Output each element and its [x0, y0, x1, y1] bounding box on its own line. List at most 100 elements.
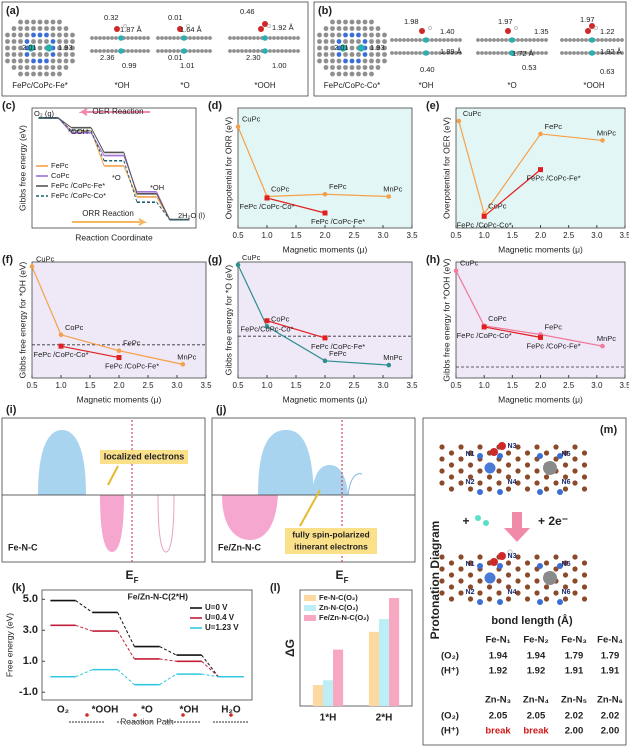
series-line [237, 264, 389, 366]
atom [336, 32, 342, 38]
atom [218, 720, 222, 724]
connector [201, 660, 219, 678]
x-axis-label: Magnetic moments (μ) [498, 394, 583, 404]
atom [362, 71, 368, 77]
cell: 2.02 [565, 711, 584, 722]
atom [524, 474, 531, 480]
atom [600, 38, 604, 42]
atom [520, 38, 524, 42]
bond-value: 0.63 [600, 67, 615, 76]
atom [140, 720, 144, 724]
fermi-sub: F [134, 576, 139, 585]
row-header: (O₂) [441, 651, 459, 662]
atom [31, 26, 36, 31]
atom [221, 720, 225, 724]
atom [564, 38, 568, 42]
atom [116, 720, 120, 724]
atom [296, 49, 300, 53]
atom [323, 58, 329, 64]
atom [616, 51, 620, 55]
atom [336, 71, 342, 77]
cell: 2.02 [601, 711, 620, 722]
atom [442, 38, 446, 42]
atom [576, 38, 580, 42]
atom [382, 52, 387, 57]
hydrogen-atom [122, 23, 128, 29]
adsorbate-atom [133, 713, 137, 717]
atom [272, 49, 276, 53]
atom [31, 32, 36, 38]
bond-value: 2.01 [334, 43, 349, 52]
atom [172, 36, 176, 40]
atom [500, 51, 504, 55]
hydrogen-atom [185, 23, 191, 29]
point-label: CoPc [488, 314, 507, 323]
atom [375, 52, 381, 57]
cell: 2.00 [601, 726, 620, 737]
bond-value: 1.93 [58, 43, 73, 52]
bar [368, 631, 379, 706]
bond-value: 1.89 Å [440, 47, 462, 56]
atom [330, 58, 335, 64]
bond-value: 1.22 [600, 27, 615, 36]
atom [616, 38, 620, 42]
atom [57, 71, 62, 77]
panel-j-frame [211, 417, 416, 563]
arrow [107, 465, 119, 486]
point-label: FePc [545, 122, 563, 131]
atom [57, 26, 62, 31]
marker [386, 194, 392, 199]
atom [620, 51, 624, 55]
atom [37, 58, 43, 64]
bar [333, 649, 344, 706]
atom [57, 58, 62, 64]
atom [528, 51, 532, 55]
panel-label: (a) [6, 5, 20, 17]
x-tick-label: *OOH [92, 705, 119, 716]
atom [477, 480, 483, 486]
adsorbate-atom [177, 26, 183, 32]
panel-label: (e) [426, 100, 440, 112]
atom [496, 51, 500, 55]
bar [312, 685, 323, 706]
atom [146, 36, 150, 40]
oxygen-atom [490, 558, 498, 566]
x-axis-label: Magnetic moments (μ) [283, 244, 368, 254]
atom [164, 720, 168, 724]
atom [236, 36, 240, 40]
atom [343, 19, 348, 25]
atom [446, 51, 450, 55]
atom [18, 26, 23, 31]
bond-value: 1.01 [180, 61, 195, 70]
atom [369, 19, 374, 25]
panel-label: (k) [12, 582, 26, 594]
atom [323, 65, 329, 70]
atom [37, 65, 43, 70]
marker [538, 131, 543, 137]
atom [596, 51, 600, 55]
atom-label: N1 [466, 451, 475, 458]
atom [164, 36, 168, 40]
atom [330, 71, 335, 77]
atom [11, 39, 17, 44]
connector [117, 669, 135, 686]
metal-atom [509, 50, 515, 56]
atom [572, 578, 578, 584]
atom [568, 51, 572, 55]
marker [481, 324, 487, 330]
marker [264, 318, 270, 324]
atom [252, 36, 256, 40]
atom [24, 58, 30, 64]
x-tick-label: 2.5 [563, 231, 575, 240]
atom [288, 36, 292, 40]
y-axis-label: Gibbs free energy for *OH (eV) [17, 261, 27, 378]
atom [63, 45, 69, 51]
marker [235, 262, 241, 268]
atom [369, 26, 374, 31]
atom [532, 51, 536, 55]
atom [534, 444, 540, 450]
atom [564, 51, 568, 55]
atom [543, 474, 550, 480]
atom [248, 49, 252, 53]
